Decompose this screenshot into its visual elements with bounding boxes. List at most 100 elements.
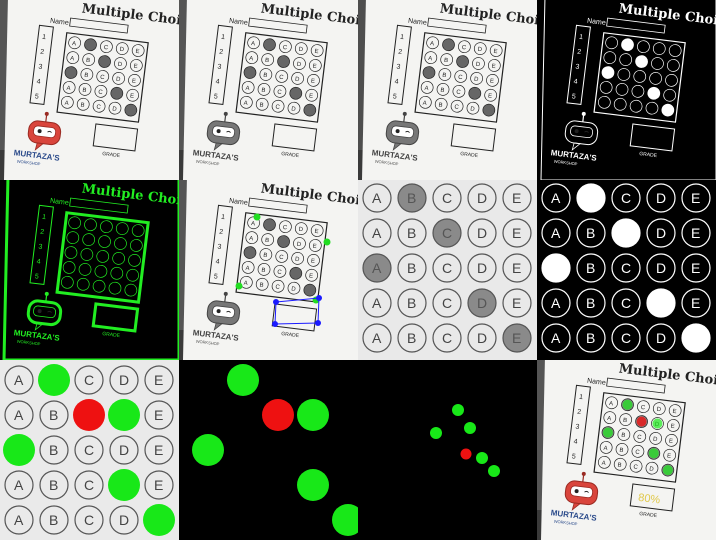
tile-result-overlay: ABCDEABCDEABCDEABCDEABCDE [0, 360, 179, 540]
answer-bubble [131, 224, 144, 237]
inverse-dot [476, 452, 488, 464]
tile-warped-gray: ABCDEABCDEABCDEABCDEABCDE [358, 180, 537, 360]
answer-bubble [130, 239, 143, 252]
bubble-letter: B [261, 88, 266, 94]
result-letter: E [154, 442, 163, 458]
corner-point-green [236, 283, 243, 290]
result-letter: A [14, 407, 24, 423]
bubble-letter: E [493, 49, 498, 55]
bubble-letter: E [135, 49, 140, 55]
bubble-letter: E [309, 273, 314, 279]
bubble-letter: A [601, 461, 606, 467]
threshold-bubble [612, 219, 640, 247]
warped-letter: A [372, 295, 382, 311]
warped-letter: E [512, 225, 521, 241]
warped-letter: C [442, 190, 452, 206]
bubble-letter: E [312, 244, 317, 250]
answer-bubble [651, 57, 664, 70]
bubble-letter: B [623, 418, 628, 424]
answer-bubble [114, 237, 127, 250]
answer-dot [297, 469, 329, 501]
result-letter: E [154, 477, 163, 493]
question-number: 4 [573, 78, 578, 85]
bubble-letter: B [82, 88, 87, 94]
answer-bubble [78, 263, 91, 276]
answer-bubble [665, 74, 678, 87]
sheet-title: Multiple Choice [618, 1, 716, 30]
warped-letter: D [477, 295, 487, 311]
bubble-letter: B [440, 88, 445, 94]
result-letter: A [14, 512, 24, 528]
result-letter: D [119, 512, 129, 528]
tile-answer-dots [179, 360, 358, 540]
warped-letter: E [512, 260, 521, 276]
question-number: 4 [36, 258, 41, 265]
bubble-letter: E [310, 259, 315, 265]
bubble-letter: E [672, 409, 677, 415]
answer-bubble [601, 66, 614, 79]
warped-letter: C [442, 295, 452, 311]
inverse-dot [461, 449, 472, 460]
answer-bubble [66, 231, 79, 244]
bubble-letter: A [428, 56, 433, 62]
bubble-letter: B [619, 448, 624, 454]
answer-bubble [615, 83, 628, 96]
tile-grayscale: Multiple Choice Name 1 2 3 4 5 A C D E A B D E B C D E A B C E… [179, 0, 358, 180]
bubble-letter: B [263, 253, 268, 259]
tile-canny-edges: Multiple Choice Name 1 2 3 4 5 MURTAZA'S WORKSHO… [537, 0, 716, 180]
threshold-letter: A [551, 330, 561, 346]
bubble-letter: E [133, 64, 138, 70]
warped-letter: A [372, 330, 382, 346]
warped-letter: D [477, 260, 487, 276]
tile-blurred: Multiple Choice Name 1 2 3 4 5 A C D E A B D E B C D E A B C E… [358, 0, 537, 180]
answer-bubble [617, 68, 630, 81]
sheet-corners: Multiple ChoiceName12345AC D EA BD EB C D EA B CE… [179, 180, 358, 360]
bubble-letter: A [243, 101, 248, 107]
question-number: 3 [575, 64, 580, 71]
corner-point-green [254, 214, 261, 221]
threshold-letter: E [691, 295, 700, 311]
bubble-letter: B [80, 102, 85, 108]
answer-bubble [110, 267, 123, 280]
result-letter: D [119, 442, 129, 458]
corner-point-blue [315, 320, 321, 326]
answer-bubble [94, 265, 107, 278]
bubble-letter: E [310, 79, 315, 85]
result-mark [3, 434, 35, 466]
answer-dot [332, 504, 358, 536]
bubble-letter: B [259, 282, 264, 288]
bubble-letter: A [243, 281, 248, 287]
warped-letter: B [407, 330, 416, 346]
bubble-letter: A [245, 266, 250, 272]
threshold-letter: B [586, 260, 595, 276]
answer-bubble [112, 252, 125, 265]
name-label: Name [50, 198, 69, 207]
warped-letter: A [372, 190, 382, 206]
bubble-letter: B [259, 102, 264, 108]
warped-letter: A [372, 260, 382, 276]
sheet-group: Multiple ChoiceName12345ACDEABDEBCDEABCE… [0, 0, 179, 180]
result-letter: A [14, 372, 24, 388]
warped-letter: C [442, 225, 452, 241]
answer-bubble [633, 70, 646, 83]
sheet-edges: Multiple ChoiceName12345MURTAZA'SWORKSHO… [537, 0, 716, 180]
answer-bubble [68, 216, 81, 229]
answer-bubble [631, 85, 644, 98]
answer-bubble [645, 101, 658, 114]
bubble-letter: E [314, 49, 319, 55]
bubble-letter: A [249, 236, 254, 242]
result-letter: E [154, 372, 163, 388]
bubble-letter: B [617, 462, 622, 468]
answer-bubble [661, 103, 674, 116]
bubble-letter: A [609, 401, 614, 407]
bubble-letter: E [668, 439, 673, 445]
question-number: 5 [34, 273, 39, 280]
corner-point-blue [273, 299, 279, 305]
bubble-letter: E [670, 424, 675, 430]
warped-letter: D [477, 330, 487, 346]
threshold-letter: D [656, 330, 666, 346]
bubble-letter: A [422, 101, 427, 107]
bubble-letter: B [621, 433, 626, 439]
